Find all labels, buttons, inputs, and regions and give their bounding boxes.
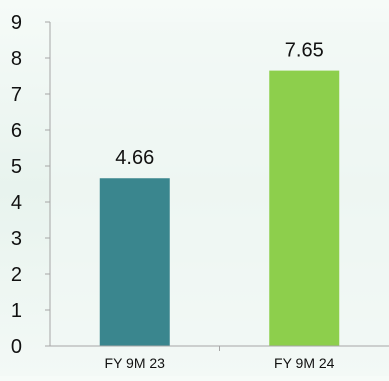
y-tick-label: 5 bbox=[11, 156, 22, 178]
y-axis: 0 1 2 3 4 5 6 7 8 9 bbox=[11, 12, 51, 358]
y-tick-label: 1 bbox=[11, 300, 22, 322]
x-tick-label-1: FY 9M 23 bbox=[105, 355, 166, 371]
data-label-2: 7.65 bbox=[285, 40, 324, 62]
data-labels: 4.66 7.65 bbox=[115, 40, 323, 170]
y-tick-label: 9 bbox=[11, 12, 22, 34]
y-tick-label: 3 bbox=[11, 228, 22, 250]
x-tick-label-2: FY 9M 24 bbox=[274, 355, 335, 371]
data-label-1: 4.66 bbox=[115, 147, 154, 169]
bar-1 bbox=[99, 178, 170, 346]
y-tick-label: 8 bbox=[11, 48, 22, 70]
bar-2 bbox=[269, 70, 340, 346]
y-tick-label: 7 bbox=[11, 84, 22, 106]
bars bbox=[99, 70, 340, 346]
y-tick-label: 0 bbox=[11, 336, 22, 358]
x-axis: FY 9M 23 FY 9M 24 bbox=[50, 345, 389, 371]
y-tick-label: 6 bbox=[11, 120, 22, 142]
y-tick-label: 2 bbox=[11, 264, 22, 286]
y-tick-label: 4 bbox=[11, 192, 22, 214]
